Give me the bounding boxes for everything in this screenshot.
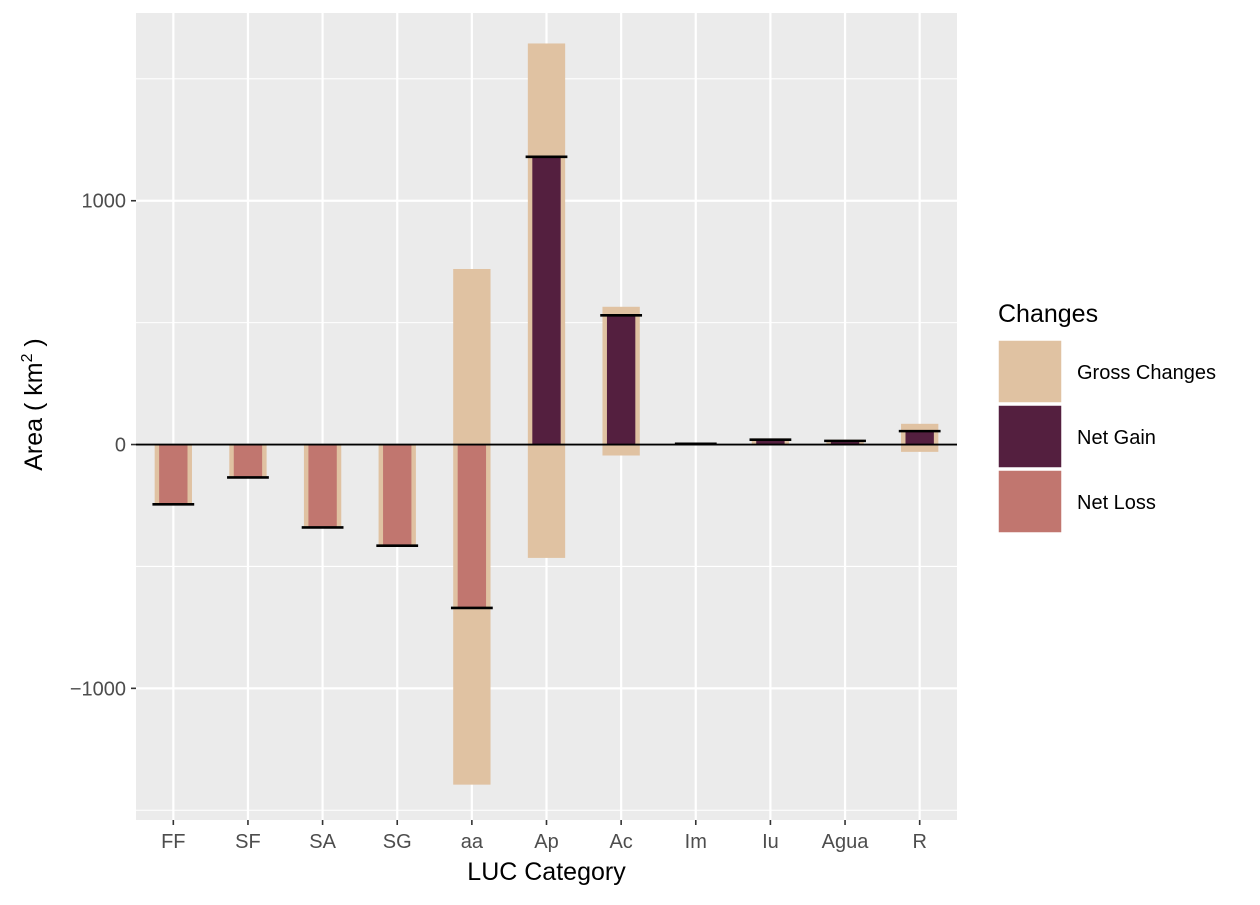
y-tick-label: 0 xyxy=(115,435,126,457)
legend-label-2: Net Loss xyxy=(1077,492,1156,514)
x-tick-label-SF: SF xyxy=(235,831,261,853)
bar-net-loss-SA xyxy=(308,444,337,528)
bar-net-loss-aa xyxy=(457,444,487,608)
x-axis-title: LUC Category xyxy=(467,858,626,886)
x-tick-label-Iu: Iu xyxy=(762,831,779,853)
axes: −1000 0 1000 FF SF SA SG aa Ap Ac Im Iu Agua R LUC Cat… xyxy=(19,191,927,886)
legend-key-2 xyxy=(997,469,1063,534)
x-tick-label-Ac: Ac xyxy=(609,831,632,853)
x-tick-label-Agua: Agua xyxy=(822,831,870,853)
legend: Changes Gross Changes Net Gain Net Loss xyxy=(997,300,1216,534)
y-tick-label: 1000 xyxy=(82,191,127,213)
x-tick-label-R: R xyxy=(912,831,926,853)
bar-net-gain-Iu xyxy=(756,439,785,445)
bar-net-gain-R xyxy=(905,431,934,445)
legend-label-0: Gross Changes xyxy=(1077,362,1216,384)
bar-net-gain-Ap xyxy=(532,156,561,445)
x-tick-label-Im: Im xyxy=(685,831,707,853)
bar-net-gain-Ac xyxy=(606,315,636,445)
bar-net-loss-SG xyxy=(383,444,412,546)
bar-net-loss-FF xyxy=(159,444,188,505)
legend-label-1: Net Gain xyxy=(1077,427,1156,449)
legend-key-1 xyxy=(997,404,1063,469)
y-tick-label: −1000 xyxy=(70,678,126,700)
x-tick-label-FF: FF xyxy=(161,831,185,853)
bar-net-gain-Agua xyxy=(830,440,860,445)
bars xyxy=(136,43,957,785)
x-tick-label-SA: SA xyxy=(309,831,336,853)
x-tick-label-SG: SG xyxy=(383,831,412,853)
y-axis-title: Area ( km2 ) xyxy=(19,338,48,471)
legend-key-0 xyxy=(997,339,1063,404)
x-tick-label-aa: aa xyxy=(461,831,484,853)
legend-title: Changes xyxy=(998,300,1098,328)
bar-net-loss-SF xyxy=(233,444,263,478)
x-tick-label-Ap: Ap xyxy=(534,831,558,853)
